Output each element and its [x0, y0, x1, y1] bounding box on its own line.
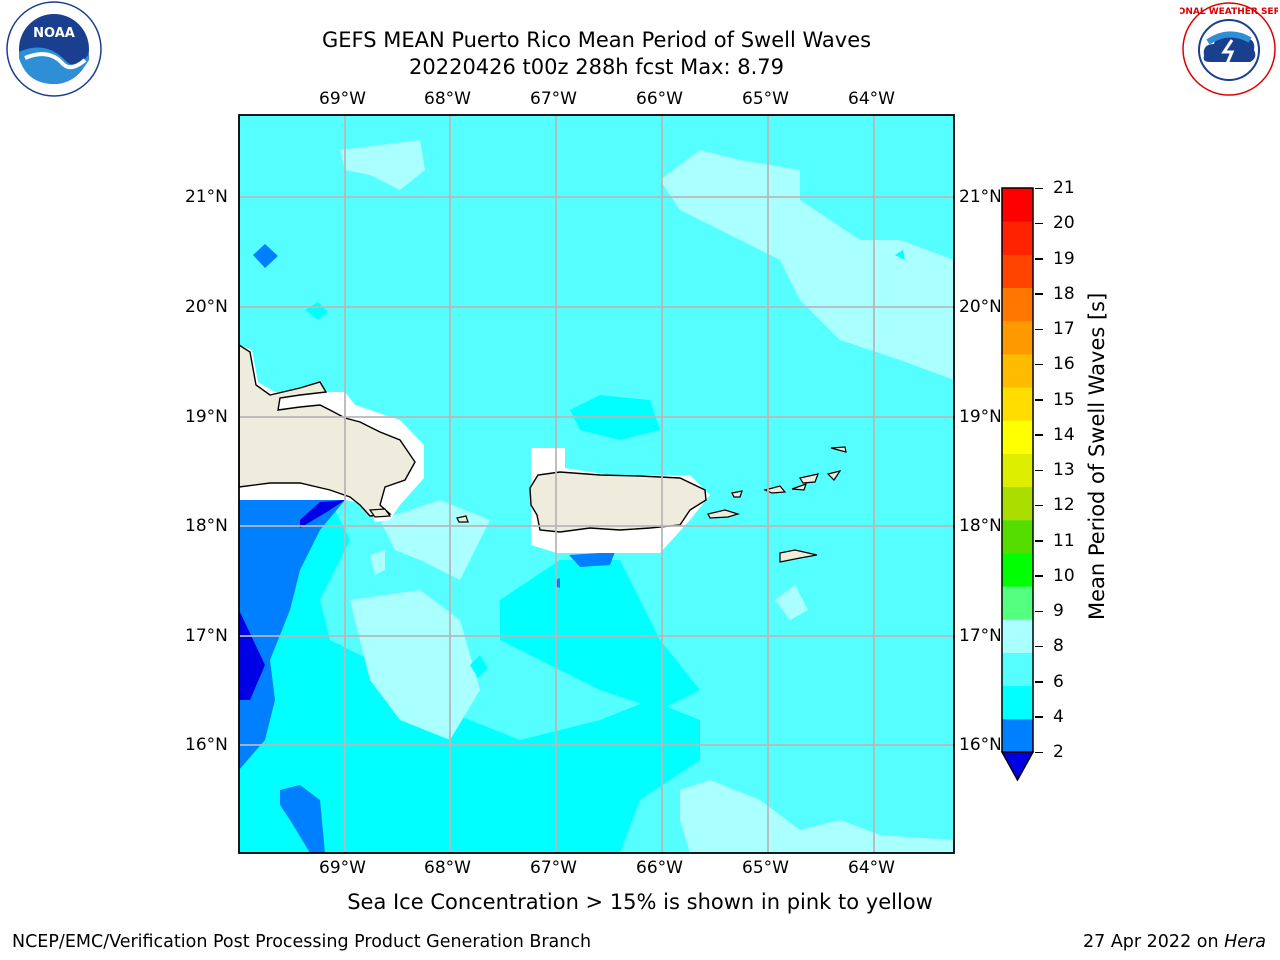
lon-label-top: 65°W — [742, 89, 789, 109]
colorbar-tick-label: 11 — [1053, 530, 1075, 551]
lat-label-right: 18°N — [959, 516, 1002, 536]
footer-credit: NCEP/EMC/Verification Post Processing Pr… — [12, 932, 592, 952]
colorbar-tick-label: 15 — [1053, 389, 1075, 410]
colorbar-segment — [1002, 353, 1033, 388]
svg-text:NOAA: NOAA — [33, 26, 75, 41]
lon-label-top: 66°W — [636, 89, 683, 109]
colorbar-tick-label: 10 — [1053, 565, 1075, 586]
colorbar-tick-mark — [1035, 540, 1043, 542]
colorbar-segment — [1002, 221, 1033, 255]
colorbar-segment — [1002, 387, 1033, 421]
colorbar-tick-mark — [1035, 258, 1043, 260]
lon-label-top: 68°W — [424, 89, 471, 109]
footer-date: 27 Apr 2022 on Hera — [1083, 932, 1266, 952]
colorbar-segment — [1002, 486, 1033, 521]
colorbar-tick-label: 8 — [1053, 636, 1064, 657]
colorbar-tick-label: 13 — [1053, 460, 1075, 480]
colorbar-tick-label: 14 — [1053, 424, 1075, 445]
colorbar-segment — [1002, 320, 1033, 355]
colorbar-segment — [1002, 586, 1033, 620]
colorbar-tick-mark — [1035, 469, 1043, 471]
colorbar-tick-mark — [1035, 222, 1043, 225]
lat-label-left: 19°N — [185, 407, 228, 427]
colorbar-segment — [1002, 652, 1033, 687]
colorbar-tick-mark — [1035, 504, 1043, 507]
lat-label-right: 19°N — [959, 407, 1002, 427]
noaa-logo: NOAA — [5, 0, 103, 98]
colorbar-tick-mark — [1035, 645, 1043, 648]
colorbar-tick-label: 16 — [1053, 354, 1075, 375]
map-gridlines — [239, 115, 954, 853]
lat-label-left: 17°N — [185, 626, 228, 646]
colorbar-tick-mark — [1035, 681, 1043, 683]
chart-title: GEFS MEAN Puerto Rico Mean Period of Swe… — [321, 28, 872, 52]
colorbar-frame — [1001, 187, 1034, 753]
colorbar-extend-triangle — [1000, 751, 1035, 782]
colorbar-tick-mark — [1035, 328, 1043, 330]
lat-label-left: 16°N — [185, 735, 228, 755]
lon-label-top: 64°W — [848, 89, 895, 109]
colorbar-segment — [1002, 453, 1033, 488]
lon-label-bottom: 68°W — [424, 858, 471, 878]
lon-label-top: 69°W — [319, 89, 366, 109]
sea-ice-note: Sea Ice Concentration > 15% is shown in … — [347, 890, 933, 914]
colorbar-segment — [1002, 718, 1033, 753]
lat-label-right: 20°N — [959, 297, 1002, 317]
colorbar-tick-label: 12 — [1053, 495, 1075, 516]
lon-label-bottom: 64°W — [848, 858, 895, 878]
colorbar-tick-mark — [1035, 293, 1043, 295]
colorbar-tick-label: 4 — [1053, 706, 1064, 727]
lon-label-bottom: 65°W — [742, 858, 789, 878]
colorbar-tick-mark — [1035, 575, 1043, 577]
colorbar-tick-label: 21 — [1053, 178, 1075, 198]
swell-period-field — [239, 115, 954, 853]
colorbar-tick-label: 6 — [1053, 671, 1064, 692]
lon-label-bottom: 67°W — [530, 858, 577, 878]
lon-label-bottom: 69°W — [319, 858, 366, 878]
colorbar-tick-mark — [1035, 610, 1043, 612]
footer-host: Hera — [1224, 932, 1266, 952]
lat-label-right: 17°N — [959, 626, 1002, 646]
colorbar-segment — [1002, 685, 1033, 720]
colorbar-tick-mark — [1035, 187, 1043, 189]
colorbar-segment — [1002, 619, 1033, 653]
colorbar — [1000, 185, 1035, 785]
lat-label-right: 21°N — [959, 187, 1002, 207]
colorbar-label: Mean Period of Swell Waves [s] — [1085, 292, 1109, 620]
colorbar-segment — [1002, 254, 1033, 289]
lon-label-top: 67°W — [530, 89, 577, 109]
colorbar-tick-mark — [1035, 716, 1043, 718]
colorbar-tick-label: 9 — [1053, 601, 1064, 621]
colorbar-tick-label: 17 — [1053, 319, 1075, 339]
colorbar-segment — [1002, 420, 1033, 454]
colorbar-segment — [1002, 188, 1033, 222]
colorbar-tick-mark — [1035, 751, 1043, 753]
colorbar-tick-label: 2 — [1053, 742, 1064, 762]
lat-label-left: 18°N — [185, 516, 228, 536]
lat-label-right: 16°N — [959, 735, 1002, 755]
lon-label-bottom: 66°W — [636, 858, 683, 878]
colorbar-segment — [1002, 519, 1033, 554]
lat-label-left: 21°N — [185, 187, 228, 207]
colorbar-segment — [1002, 287, 1033, 322]
colorbar-tick-label: 19 — [1053, 248, 1075, 269]
lat-label-left: 20°N — [185, 297, 228, 317]
map-frame — [238, 114, 955, 854]
chart-subtitle: 20220426 t00z 288h fcst Max: 8.79 — [409, 55, 784, 79]
footer-date-text: 27 Apr 2022 on — [1083, 932, 1225, 952]
colorbar-tick-mark — [1035, 399, 1043, 401]
colorbar-segment — [1002, 552, 1033, 587]
colorbar-tick-mark — [1035, 434, 1043, 436]
colorbar-tick-mark — [1035, 363, 1043, 366]
colorbar-tick-label: 18 — [1053, 283, 1075, 304]
colorbar-tick-label: 20 — [1053, 213, 1075, 234]
nws-logo: NATIONAL WEATHER SERVICE — [1154, 0, 1280, 98]
svg-text:NATIONAL WEATHER SERVICE: NATIONAL WEATHER SERVICE — [1180, 7, 1278, 17]
